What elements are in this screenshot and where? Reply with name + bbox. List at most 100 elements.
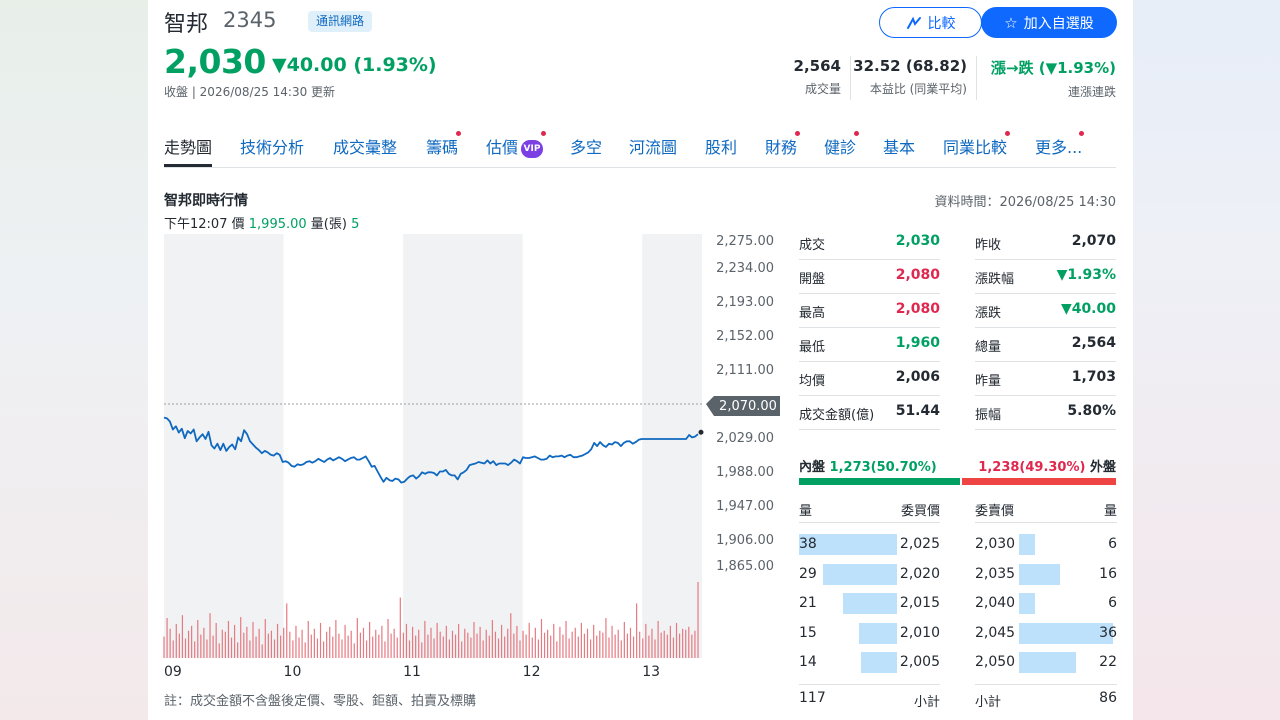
volume-bar bbox=[350, 630, 352, 658]
bid-volume: 29 bbox=[799, 565, 817, 582]
compare-button[interactable]: 比較 bbox=[879, 7, 982, 38]
tab-financials[interactable]: 財務 bbox=[765, 131, 801, 158]
new-dot bbox=[456, 131, 462, 136]
ask-price: 2,040 bbox=[975, 595, 1016, 611]
volume-bar bbox=[547, 629, 549, 658]
volume-bar bbox=[252, 621, 254, 658]
volume-bar bbox=[623, 621, 625, 658]
volume-bar bbox=[617, 629, 619, 658]
bid-depth-bar bbox=[860, 652, 897, 673]
volume-bar bbox=[307, 620, 309, 658]
tab-label: 技術分析 bbox=[240, 138, 305, 157]
tab-trades[interactable]: 成交彙整 bbox=[333, 134, 397, 158]
quote-row: 均價 2,006 bbox=[799, 362, 940, 396]
volume-bar bbox=[482, 640, 484, 658]
tab-peers[interactable]: 同業比較 bbox=[943, 131, 1011, 158]
volume-bar bbox=[507, 628, 509, 658]
background-right bbox=[1133, 0, 1280, 720]
volume-bar bbox=[525, 634, 527, 658]
bid-volume: 14 bbox=[799, 654, 817, 670]
volume-bar bbox=[289, 631, 291, 658]
tab-trend[interactable]: 走勢圖 bbox=[164, 134, 213, 167]
volume-bar bbox=[375, 629, 377, 658]
volume-bar bbox=[344, 624, 346, 658]
volume-bar bbox=[384, 641, 386, 658]
volume-bar bbox=[694, 630, 696, 658]
new-dot bbox=[541, 131, 547, 136]
quote-row: 漲跌 ▼40.00 bbox=[975, 294, 1116, 328]
bid-vol-header: 量 bbox=[799, 504, 813, 519]
volume-bar bbox=[169, 628, 171, 658]
prev-close-tag bbox=[706, 396, 780, 416]
volume-bar bbox=[255, 636, 257, 658]
y-tick-label: 2,275.00 bbox=[716, 234, 774, 249]
volume-bar bbox=[319, 622, 322, 658]
volume-bar bbox=[335, 620, 337, 658]
tab-valuation[interactable]: 估價 VIP bbox=[486, 131, 547, 158]
volume-bar bbox=[599, 630, 601, 658]
hover-price: 1,995.00 bbox=[248, 217, 307, 232]
x-tick-label: 10 bbox=[284, 664, 302, 680]
quote-row: 最低 1,960 bbox=[799, 328, 940, 362]
tab-basic[interactable]: 基本 bbox=[883, 134, 915, 158]
tab-chips[interactable]: 籌碼 bbox=[426, 131, 462, 158]
ask-volume: 6 bbox=[1108, 595, 1117, 611]
ask-subtotal-label: 小計 bbox=[975, 695, 1002, 710]
volume-bar bbox=[399, 597, 401, 658]
volume-bar bbox=[298, 637, 300, 658]
quote-value: 2,564 bbox=[1071, 335, 1116, 351]
intraday-chart[interactable]: 2,275.00 2,234.00 2,193.00 2,152.00 2,111.00… bbox=[148, 228, 788, 690]
y-tick-label: 1,906.00 bbox=[716, 533, 774, 548]
ask-price: 2,045 bbox=[975, 624, 1016, 641]
volume-bar bbox=[688, 626, 690, 658]
tab-longshort[interactable]: 多空 bbox=[570, 134, 602, 158]
volume-bar bbox=[657, 620, 659, 658]
volume-bar bbox=[571, 631, 573, 658]
tab-label: 河流圖 bbox=[629, 138, 678, 157]
tab-health[interactable]: 健診 bbox=[824, 131, 860, 158]
tab-river[interactable]: 河流圖 bbox=[629, 134, 677, 158]
quote-label: 最低 bbox=[799, 340, 826, 355]
y-tick-label: 1,988.00 bbox=[716, 465, 774, 480]
volume-bar bbox=[685, 629, 687, 658]
volume-bar bbox=[353, 643, 355, 658]
y-tick-label: 2,152.00 bbox=[716, 329, 774, 344]
volume-bar bbox=[270, 630, 273, 658]
volume-bar bbox=[175, 623, 177, 658]
volume-bar bbox=[589, 639, 592, 658]
data-time: 資料時間：2026/08/25 14:30 bbox=[934, 195, 1116, 210]
volume-bar bbox=[224, 631, 226, 658]
bid-subtotal-label: 小計 bbox=[913, 695, 940, 710]
volume-bar bbox=[439, 631, 441, 658]
ask-vol-header: 量 bbox=[1103, 504, 1117, 519]
stat-divider bbox=[976, 56, 977, 100]
volume-bar bbox=[332, 636, 334, 658]
volume-bar bbox=[534, 627, 536, 658]
volume-bar bbox=[691, 634, 693, 658]
hover-price-label: 價 bbox=[231, 217, 245, 232]
stat-pe: 32.52 (68.82) 本益比 (同業平均) bbox=[853, 57, 967, 97]
volume-bar bbox=[184, 638, 187, 658]
tab-technical[interactable]: 技術分析 bbox=[240, 134, 304, 158]
stat-value: 2,564 bbox=[793, 57, 841, 75]
y-tick-label: 2,029.00 bbox=[716, 431, 774, 446]
tab-label: 健診 bbox=[824, 138, 857, 157]
current-price: 2,030 bbox=[164, 42, 266, 81]
tab-dividend[interactable]: 股利 bbox=[705, 134, 737, 158]
outer-label: 外盤 bbox=[1089, 460, 1116, 475]
volume-bar bbox=[197, 620, 199, 658]
volume-bar bbox=[470, 637, 472, 658]
add-watchlist-button[interactable]: ☆ 加入自選股 bbox=[981, 7, 1117, 38]
quote-value: 2,030 bbox=[895, 233, 940, 249]
volume-bar bbox=[448, 639, 451, 658]
volume-bar bbox=[577, 636, 579, 658]
subtotal-divider bbox=[799, 684, 940, 685]
volume-bar bbox=[387, 619, 389, 658]
tab-more[interactable]: 更多... bbox=[1035, 131, 1085, 158]
new-dot bbox=[795, 131, 801, 136]
volume-bar bbox=[310, 634, 312, 658]
volume-bar bbox=[215, 622, 217, 658]
stat-value: 漲→跌 (▼1.93%) bbox=[990, 59, 1116, 77]
quote-value: 1,703 bbox=[1071, 369, 1116, 385]
industry-tag[interactable]: 通訊網路 bbox=[308, 11, 373, 32]
